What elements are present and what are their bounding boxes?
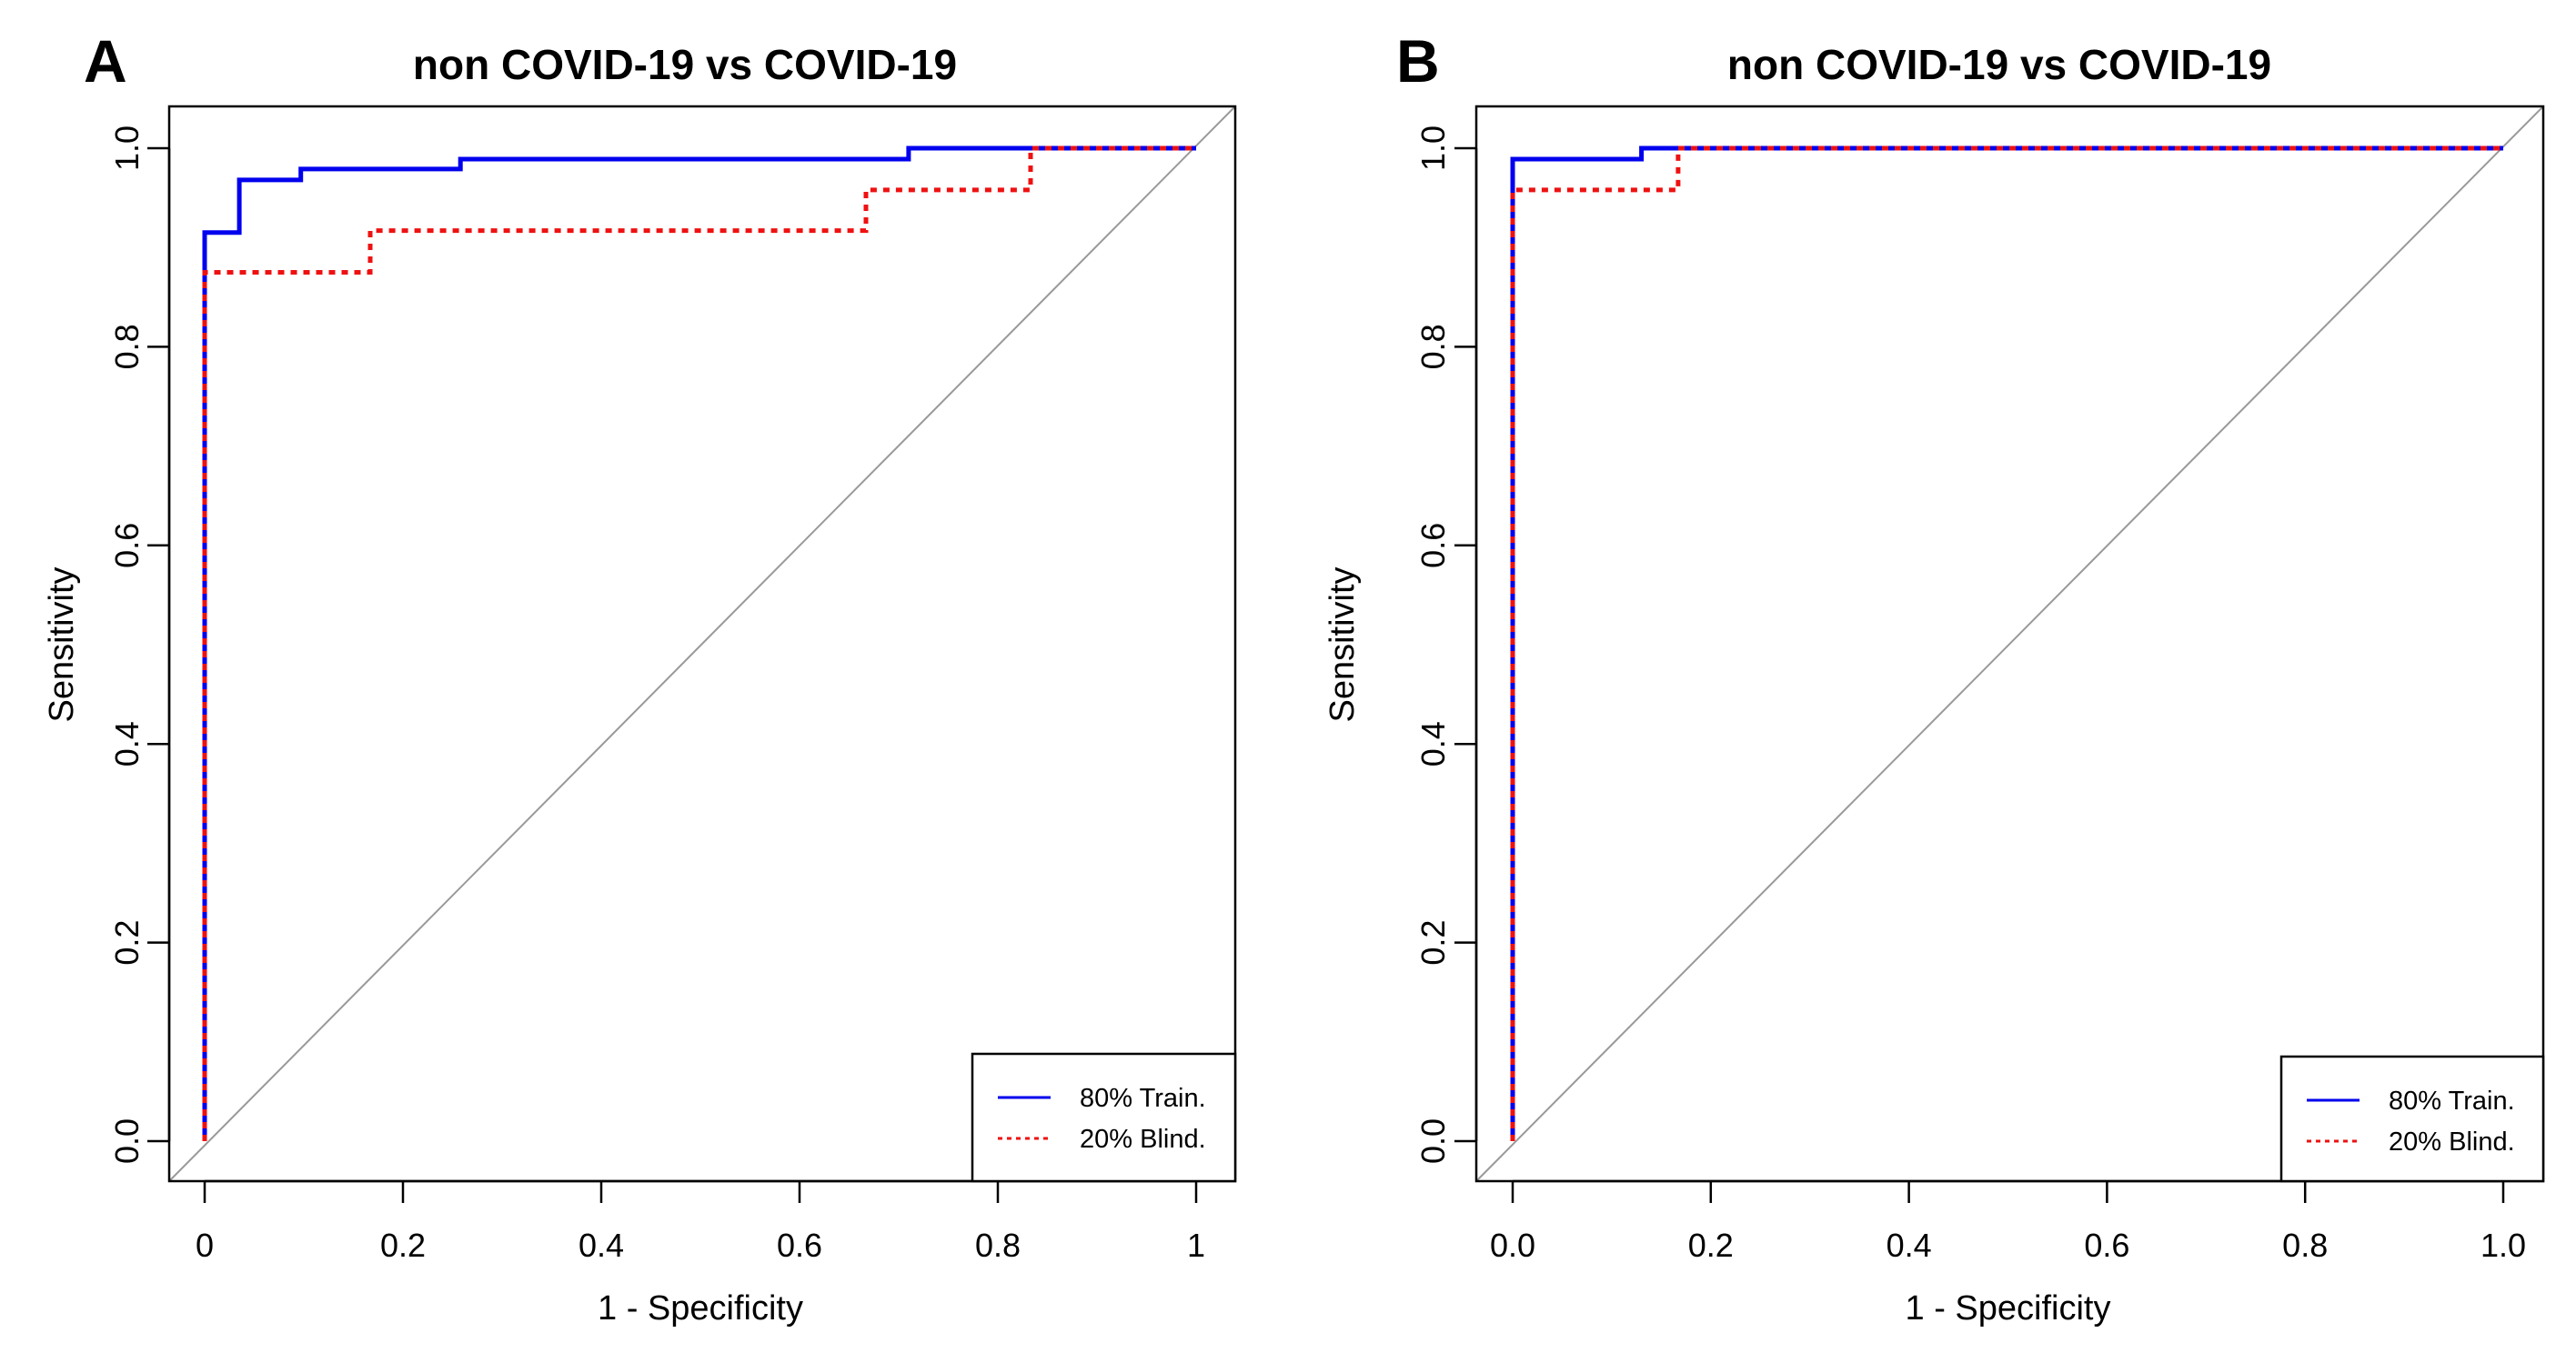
legend-box — [2279, 1055, 2545, 1183]
y-tick-label: 0.8 — [108, 324, 146, 369]
diagonal-reference-line — [168, 105, 1236, 1182]
series-line-train — [202, 145, 1196, 1141]
y-tick-label: 0.4 — [108, 721, 146, 767]
x-tick-label: 0.8 — [2282, 1227, 2328, 1264]
x-tick-label: 1 — [1187, 1227, 1205, 1264]
legend-label: 80% Train. — [2389, 1087, 2515, 1116]
panel-letter: A — [84, 27, 127, 95]
x-tick-label: 0.6 — [2084, 1227, 2129, 1264]
chart-title: non COVID-19 vs COVID-19 — [1727, 41, 2271, 88]
y-tick-label: 0.2 — [1414, 920, 1452, 966]
x-tick-label: 0.6 — [777, 1227, 822, 1264]
x-axis-label: 1 - Specificity — [598, 1289, 803, 1328]
x-tick-label: 0.0 — [1490, 1227, 1535, 1264]
y-tick-label: 0.0 — [1414, 1118, 1452, 1164]
y-tick-label: 0.2 — [108, 920, 146, 966]
y-tick-label: 1.0 — [1414, 125, 1452, 171]
x-tick-label: 1.0 — [2480, 1227, 2526, 1264]
legend-label: 20% Blind. — [1080, 1125, 1206, 1154]
y-tick-label: 0.0 — [108, 1118, 146, 1164]
legend-label: 20% Blind. — [2389, 1128, 2515, 1157]
y-axis-label: Sensitivity — [43, 566, 81, 722]
x-tick-label: 0.2 — [1688, 1227, 1734, 1264]
x-axis-label: 1 - Specificity — [1906, 1289, 2111, 1328]
x-tick-label: 0.4 — [1887, 1227, 1932, 1264]
x-tick-label: 0 — [196, 1227, 214, 1264]
y-axis-label: Sensitivity — [1323, 566, 1362, 722]
x-tick-label: 0.8 — [975, 1227, 1021, 1264]
x-tick-label: 0.2 — [380, 1227, 426, 1264]
y-tick-label: 1.0 — [108, 125, 146, 171]
diagonal-reference-line — [1475, 105, 2544, 1182]
y-tick-label: 0.6 — [108, 523, 146, 568]
chart-title: non COVID-19 vs COVID-19 — [413, 41, 957, 88]
legend: 80% Train. 20% Blind. — [2279, 1055, 2545, 1183]
legend: 80% Train. 20% Blind. — [971, 1052, 1237, 1183]
y-tick-label: 0.4 — [1414, 721, 1452, 767]
panel-letter: B — [1396, 27, 1440, 95]
legend-box — [971, 1052, 1237, 1183]
x-tick-label: 0.4 — [579, 1227, 624, 1264]
legend-label: 80% Train. — [1080, 1084, 1206, 1113]
y-tick-label: 0.6 — [1414, 523, 1452, 568]
series-line-blind — [202, 145, 1196, 1141]
y-tick-label: 0.8 — [1414, 324, 1452, 369]
